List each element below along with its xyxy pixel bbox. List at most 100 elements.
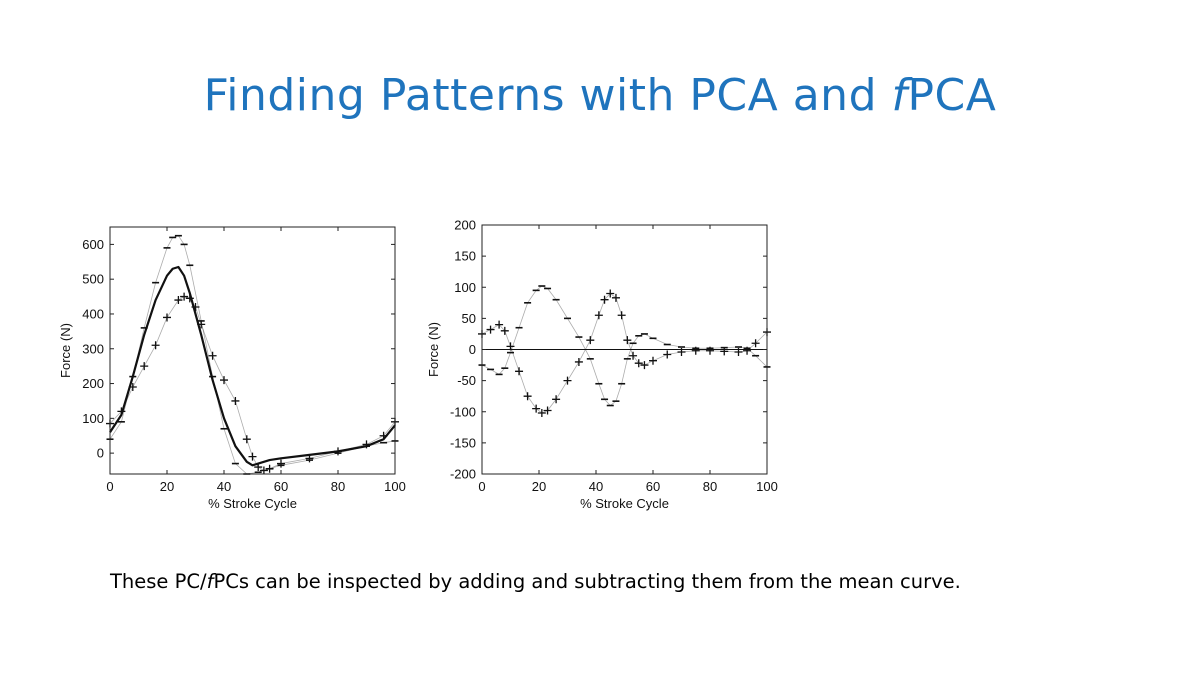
title-italic-f: f [891,70,908,121]
chart1-y-tick-label-3: -50 [457,373,476,388]
chart1-series-1-point-19 [623,336,632,345]
chart0-series-1-point-20 [305,454,314,463]
chart0-series-1-guide [109,296,396,471]
chart1-series-1-point-3 [500,326,509,335]
chart1-series-1-point-17 [611,293,620,302]
chart1-series-2 [478,285,771,407]
title-part-1: Finding Patterns with PCA and [203,70,892,121]
chart1-series-1-point-10 [552,395,561,404]
chart0-y-tick-label-4: 400 [82,306,104,321]
chart0-y-tick-label-6: 600 [82,237,104,252]
chart1-series-1-point-22 [640,361,649,370]
chart0-series-1-point-4 [151,341,160,350]
chart0-series-1-point-11 [208,351,217,360]
chart1-x-tick-label-2: 40 [589,479,603,494]
chart0-y-tick-label-1: 100 [82,411,104,426]
chart1-y-tick-label-7: 150 [454,249,476,264]
chart0-series-1-point-17 [259,466,268,475]
chart0-series-1-point-9 [191,303,200,312]
chart0-y-tick-label-0: 0 [97,446,104,461]
chart0-x-tick-label-4: 80 [331,479,345,494]
chart1-series-1-point-7 [532,404,541,413]
chart0-series-1-point-6 [174,296,183,305]
chart0-x-tick-label-3: 60 [274,479,288,494]
chart-right: 0 20 40 60 80 100 -200 -150 -100 -50 0 50 100 150 200%… [420,205,790,520]
chart0-x-tick-label-5: 100 [384,479,406,494]
chart0-series-1-point-5 [163,313,171,322]
chart-left-svg: 0 20 40 60 80 100 0 100 200 300 400 500 600 % Stroke … [58,226,406,511]
chart0-series-1-point-2 [128,383,137,392]
chart0-x-tick-label-1: 20 [160,479,174,494]
chart0-series-1-point-10 [197,320,206,329]
chart1-y-tick-label-8: 200 [454,218,476,233]
chart0-series-2-guide [109,235,396,475]
chart1-series-1-point-11 [563,376,572,385]
chart1-series-1-point-29 [734,347,743,356]
chart0-series-1-point-16 [254,463,263,472]
chart1-y-tick-label-4: 0 [469,342,476,357]
chart1-series-1-point-15 [600,295,609,304]
chart1-series-1-point-5 [515,367,524,376]
chart0-series-1-point-8 [185,294,194,303]
chart1-series-1-point-21 [634,359,643,368]
chart1-series-1-point-6 [523,392,532,401]
chart0-x-axis-label: % Stroke Cycle [208,496,297,511]
chart0-x-tick-label-0: 0 [106,479,113,494]
chart1-series-1-point-18 [617,311,626,320]
chart0-y-tick-label-2: 200 [82,376,104,391]
chart1-series-1-point-20 [629,351,638,360]
chart1-series-1-point-4 [506,342,515,351]
chart0-series-1-point-21 [334,447,342,456]
chart0-series-1-point-13 [231,396,240,405]
chart0-y-axis-label: Force (N) [58,323,73,378]
chart0-plot-frame [109,226,396,475]
slide-title: Finding Patterns with PCA and fPCA [0,70,1200,121]
chart1-y-tick-label-5: 50 [462,311,476,326]
chart1-x-tick-label-3: 60 [646,479,660,494]
chart1-x-axis-label: % Stroke Cycle [580,496,669,511]
chart1-series-1-point-13 [586,336,595,345]
chart-right-svg: 0 20 40 60 80 100 -200 -150 -100 -50 0 50 100 150 200%… [426,218,778,512]
chart0-series-1-point-3 [140,362,149,371]
chart0-series-0-line [109,265,396,467]
chart1-x-tick-label-0: 0 [478,479,485,494]
chart0-series-0 [109,265,396,467]
chart0-series-1-point-19 [277,459,285,468]
chart1-series-1-point-9 [543,406,552,415]
caption-part-1: These PC/ [110,570,207,593]
chart1-series-1-point-1 [486,325,495,334]
chart0-y-tick-label-5: 500 [82,272,104,287]
chart1-series-1-point-31 [751,339,760,348]
chart1-series-1-point-23 [649,356,657,365]
title-part-3: PCA [907,70,997,121]
chart0-x-tick-label-2: 40 [217,479,231,494]
chart1-y-axis-label: Force (N) [426,322,441,377]
chart1-series-1 [478,289,771,417]
chart1-series-1-point-28 [720,347,729,356]
chart1-y-tick-label-1: -150 [450,435,476,450]
chart1-x-tick-label-4: 80 [703,479,717,494]
chart1-series-1-point-2 [495,320,504,329]
chart0-series-1-point-15 [248,452,257,461]
slide-caption: These PC/fPCs can be inspected by adding… [110,570,961,593]
chart-left: 0 20 40 60 80 100 0 100 200 300 400 500 600 % Stroke … [55,205,406,520]
chart0-series-1-point-14 [242,435,251,444]
chart1-series-1-point-16 [606,289,615,298]
chart1-x-tick-label-5: 100 [756,479,778,494]
chart1-y-tick-label-6: 100 [454,280,476,295]
chart0-series-1-point-23 [379,431,388,440]
chart1-series-1-point-12 [574,357,583,366]
chart0-series-1-point-22 [362,440,371,449]
chart1-series-1-point-24 [663,350,672,359]
caption-part-3: PCs can be inspected by adding and subtr… [213,570,961,593]
chart1-y-tick-label-0: -200 [450,467,476,482]
chart1-y-tick-label-2: -100 [450,404,476,419]
chart0-y-tick-label-3: 300 [82,341,104,356]
chart1-series-1-point-14 [594,311,603,320]
chart1-series-1-point-25 [677,347,686,356]
caption-italic-f: f [206,570,214,593]
chart0-series-1-point-7 [180,292,189,301]
chart1-x-tick-label-1: 20 [532,479,546,494]
chart1-series-1-point-8 [537,408,546,417]
chart0-series-1-point-1 [117,407,126,416]
